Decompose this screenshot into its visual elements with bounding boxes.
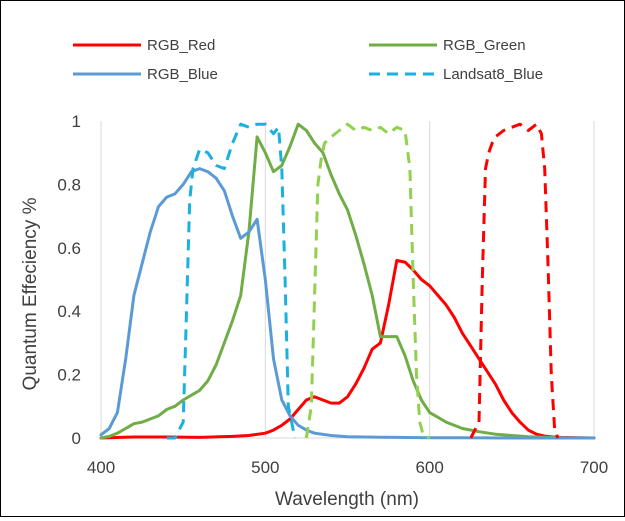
series-line-rgb-red	[99, 259, 596, 440]
y-axis-title: Quantum Effeciency %	[20, 197, 41, 390]
x-tick-label: 500	[251, 458, 279, 477]
legend-label: Landsat8_Blue	[443, 66, 543, 83]
series-line-landsat8-green	[304, 122, 431, 440]
grid-lines	[100, 121, 595, 438]
x-tick-label: 600	[415, 458, 443, 477]
x-tick-label: 700	[580, 458, 608, 477]
legend: RGB_Red RGB_Green RGB_Blue Landsat8_Blue	[73, 37, 543, 83]
x-tick-label: 400	[87, 458, 115, 477]
series-layer	[99, 122, 596, 440]
y-tick-label: 0.4	[57, 302, 81, 321]
series-line-landsat8-red	[469, 122, 560, 439]
legend-label: RGB_Blue	[147, 66, 218, 83]
x-tick-labels: 400 500 600 700	[87, 458, 608, 477]
y-tick-label: 0	[72, 429, 81, 448]
legend-label: RGB_Red	[147, 37, 215, 54]
y-tick-label: 0.6	[57, 239, 81, 258]
series-line-landsat8-blue	[166, 122, 297, 440]
y-tick-label: 0.2	[57, 366, 81, 385]
y-tick-label: 1	[72, 112, 81, 131]
x-axis-title: Wavelength (nm)	[275, 489, 419, 510]
series-line-rgb-blue	[99, 167, 596, 440]
legend-label: RGB_Green	[443, 37, 526, 54]
y-tick-label: 0.8	[57, 175, 81, 194]
series-line-rgb-green	[99, 122, 596, 440]
y-tick-labels: 0 0.2 0.4 0.6 0.8 1	[57, 112, 81, 448]
